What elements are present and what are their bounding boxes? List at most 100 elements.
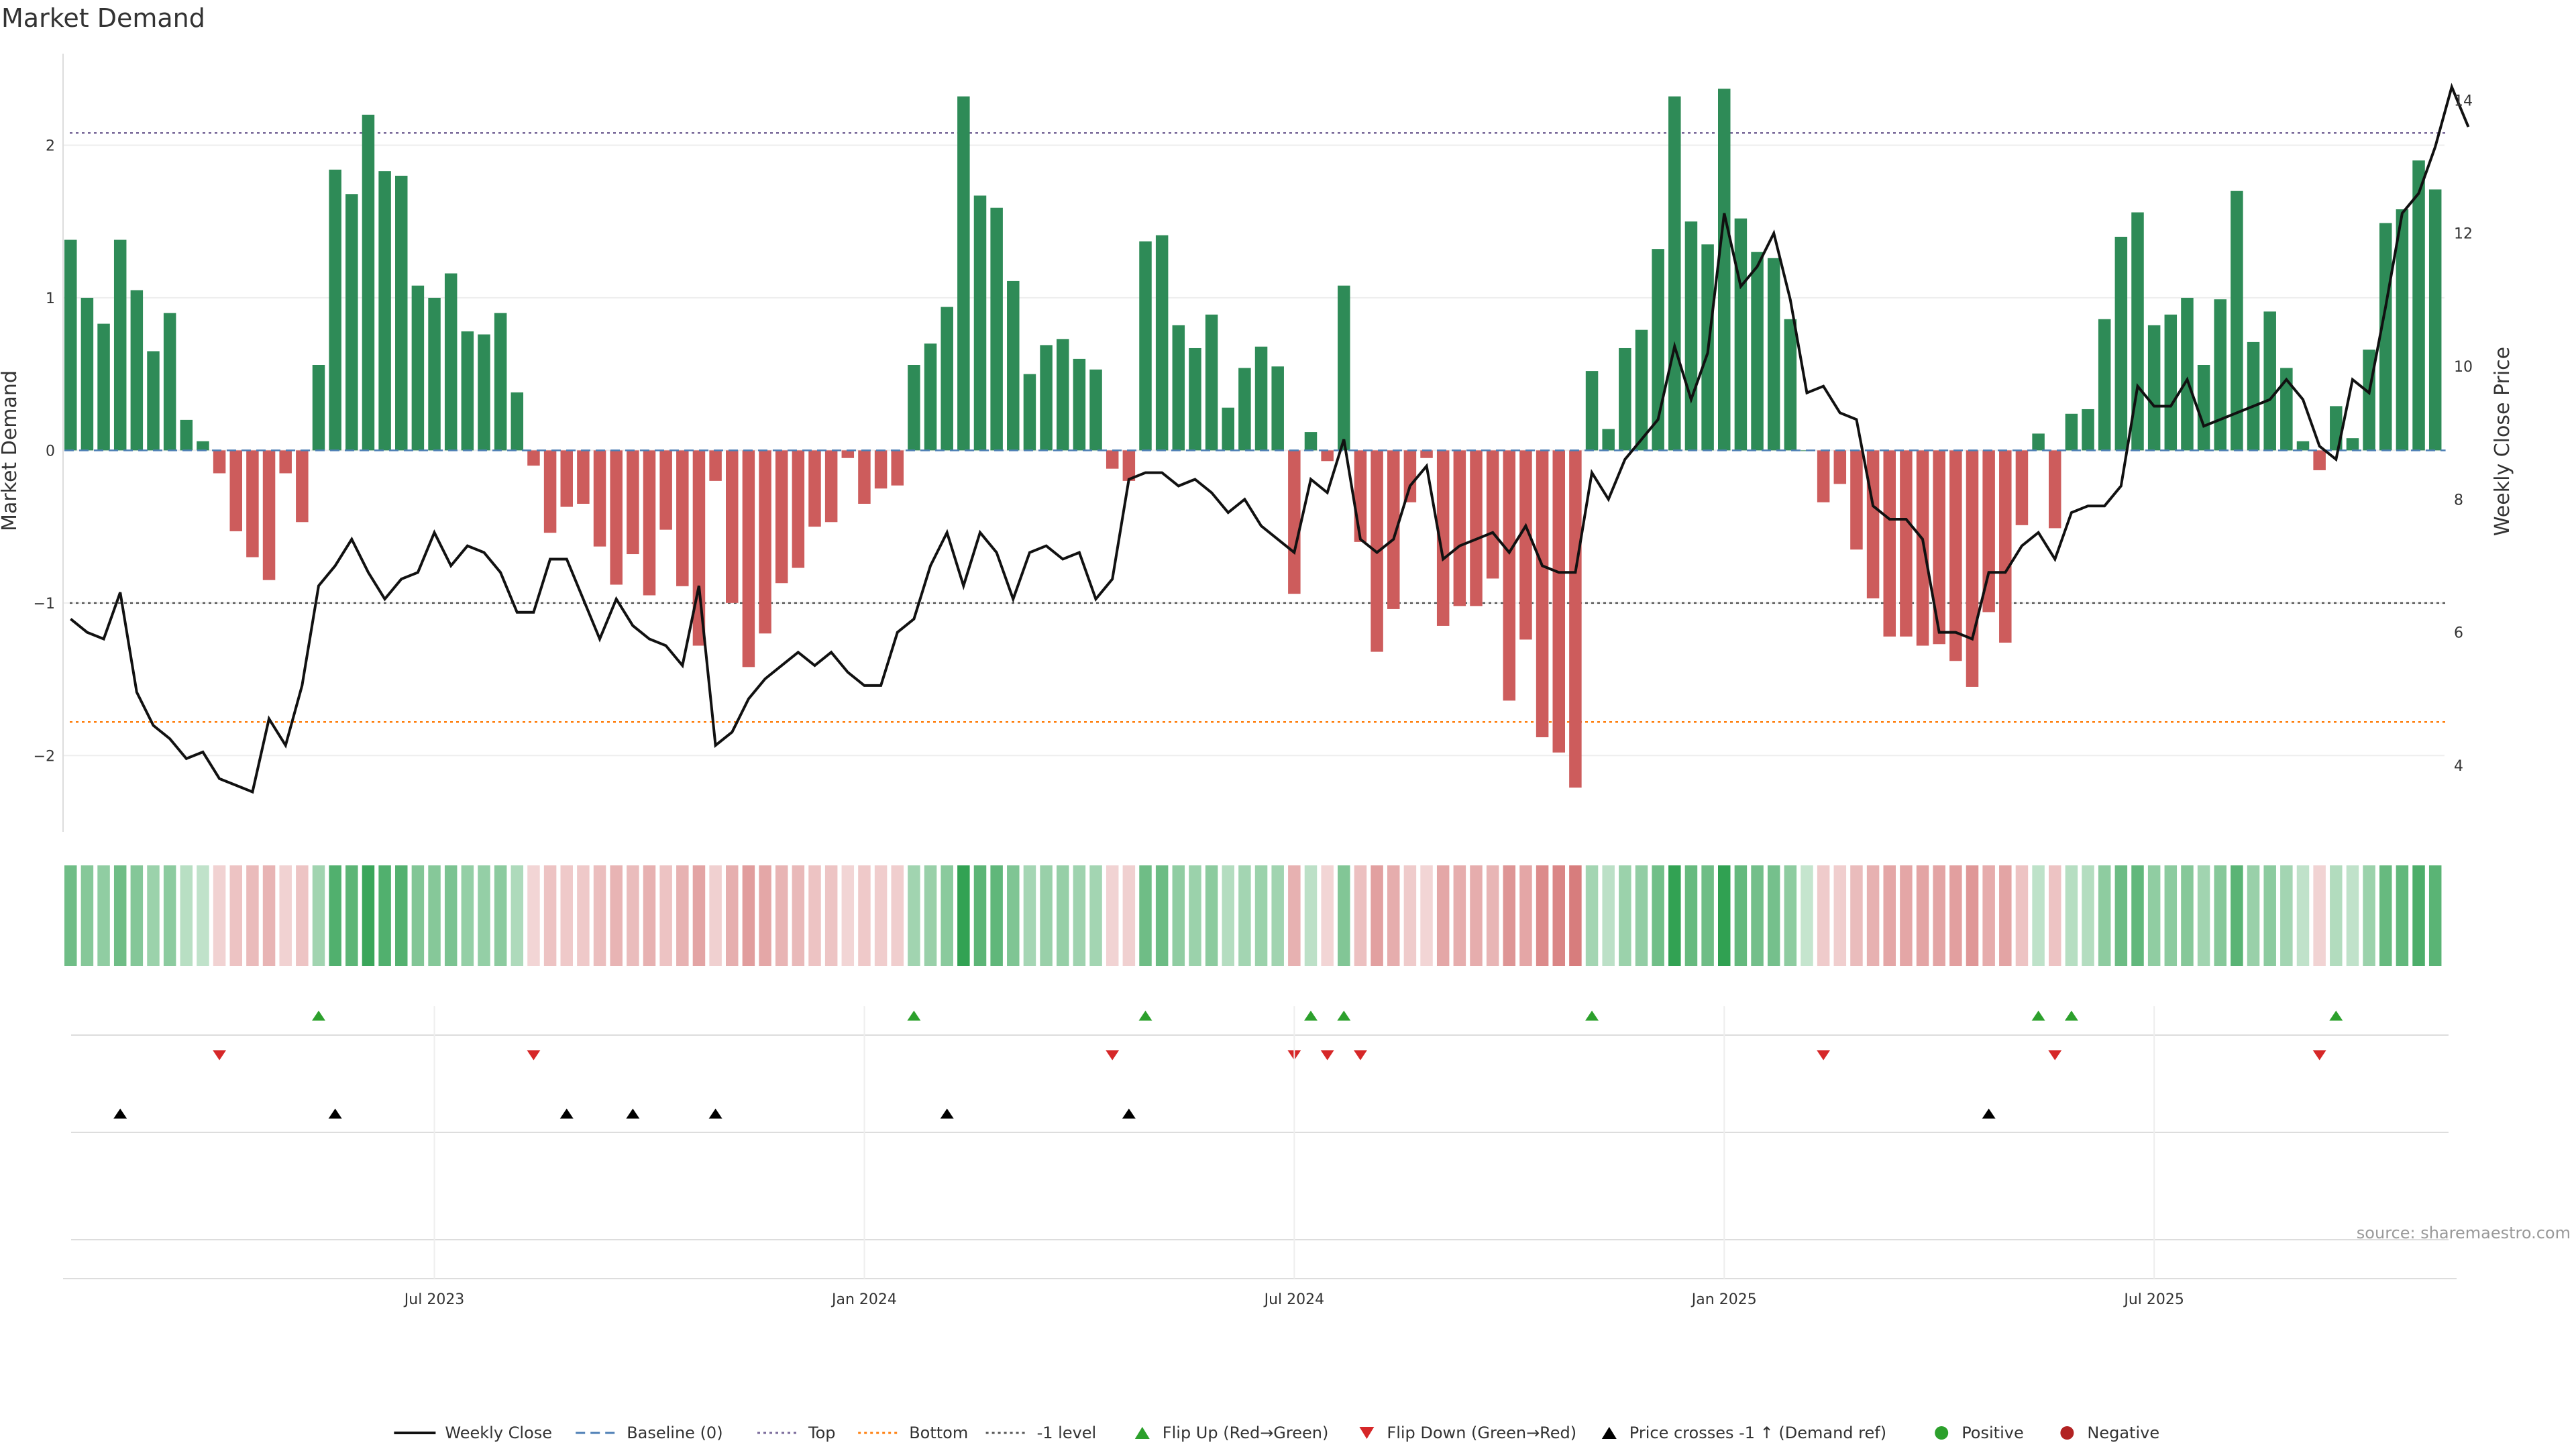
demand-bar (246, 450, 259, 557)
heatmap-cell (1470, 865, 1483, 966)
heatmap-cell (113, 865, 127, 966)
heatmap-cell (1933, 865, 1945, 966)
demand-bar (312, 365, 325, 451)
heatmap-cell (1552, 865, 1565, 966)
demand-bar (2214, 299, 2226, 451)
demand-bar (362, 114, 375, 451)
demand-bar (1271, 366, 1284, 451)
demand-bar (1354, 450, 1367, 542)
demand-bar (676, 450, 689, 586)
demand-bar (792, 450, 805, 568)
heatmap-cell (874, 865, 888, 966)
demand-bar (1684, 221, 1698, 451)
demand-bars (64, 89, 2442, 788)
heatmap-cell (2114, 865, 2128, 966)
heatmap-cell (527, 865, 540, 966)
heatmap-cell (2313, 865, 2326, 966)
legend-label: -1 level (1037, 1424, 1097, 1442)
demand-bar (973, 195, 987, 451)
flip-up-marker (1304, 1010, 1318, 1021)
heatmap-cell (1288, 865, 1301, 966)
demand-bar (80, 297, 94, 451)
heatmap-cell (1569, 865, 1582, 966)
heatmap-cell (692, 865, 706, 966)
heatmap-cell (2015, 865, 2029, 966)
heatmap-cell (64, 865, 77, 966)
demand-bar (229, 450, 242, 531)
heatmap-cell (1833, 865, 1847, 966)
demand-bar (2247, 341, 2260, 451)
demand-bar (2231, 191, 2243, 451)
heatmap-cell (130, 865, 144, 966)
demand-bar (2164, 314, 2178, 451)
demand-bar (593, 450, 606, 547)
demand-bar (1900, 450, 1913, 637)
heatmap-cell (345, 865, 358, 966)
heatmap-cell (395, 865, 408, 966)
flip-down-marker (2312, 1050, 2326, 1061)
heatmap-cell (1883, 865, 1896, 966)
heatmap-cell (610, 865, 623, 966)
heatmap-cell (1734, 865, 1748, 966)
heatmap-cell (742, 865, 755, 966)
demand-bar (1619, 347, 1631, 451)
heatmap-cell (1602, 865, 1615, 966)
demand-bar (1718, 89, 1731, 451)
demand-bar (1073, 358, 1086, 451)
heatmap-cell (329, 865, 341, 966)
heatmap-cell (97, 865, 110, 966)
heatmap-cell (1238, 865, 1251, 966)
heatmap-cell (213, 865, 226, 966)
demand-bar (130, 290, 144, 451)
demand-bar (1767, 258, 1780, 451)
heatmap-cell (1684, 865, 1698, 966)
demand-bar (742, 450, 755, 667)
heatmap-cell (1701, 865, 1714, 966)
left-axis-label: Market Demand (0, 370, 21, 531)
demand-bar (891, 450, 904, 486)
heatmap-cell (1172, 865, 1185, 966)
heatmap-cell (1420, 865, 1433, 966)
demand-bar (64, 239, 77, 451)
demand-bar (527, 450, 540, 466)
demand-bar (2098, 319, 2111, 451)
heatmap-cell (262, 865, 276, 966)
demand-bar (1486, 450, 1499, 579)
heatmap-cell (543, 865, 557, 966)
heatmap-cell (709, 865, 722, 966)
heatmap-cell (1106, 865, 1119, 966)
demand-bar (461, 331, 474, 451)
heatmap-cell (1536, 865, 1549, 966)
heatmap-cell (676, 865, 689, 966)
flip-down-marker (213, 1050, 227, 1061)
source-credit: source: sharemaestro.com (2357, 1224, 2571, 1242)
legend-swatch (1935, 1426, 1949, 1440)
flip-down-marker (1320, 1050, 1334, 1061)
heatmap-cell (1486, 865, 1499, 966)
demand-bar (2049, 450, 2061, 529)
heatmap-cell (659, 865, 672, 966)
heatmap-cell (824, 865, 838, 966)
legend-label: Negative (2087, 1424, 2159, 1442)
legend-label: Weekly Close (445, 1424, 552, 1442)
demand-bar (1866, 450, 1880, 598)
heatmap-cell (1436, 865, 1450, 966)
left-tick-label: 1 (46, 290, 55, 307)
heatmap-cell (593, 865, 606, 966)
flip-down-marker (2048, 1050, 2062, 1061)
demand-bar (1668, 96, 1681, 451)
heatmap-cell (2263, 865, 2276, 966)
demand-bar (1205, 314, 1218, 451)
heatmap-cell (1073, 865, 1086, 966)
legend-label: Bottom (909, 1424, 968, 1442)
heatmap-cell (1205, 865, 1218, 966)
demand-bar (2280, 368, 2293, 451)
right-tick-label: 6 (2454, 625, 2463, 642)
heatmap-cell (2082, 865, 2094, 966)
demand-bar (1040, 345, 1053, 451)
heatmap-cell (643, 865, 656, 966)
demand-bar (2181, 297, 2194, 451)
heatmap-cell (1371, 865, 1383, 966)
legend-label: Positive (1962, 1424, 2024, 1442)
demand-bar (1453, 450, 1466, 606)
